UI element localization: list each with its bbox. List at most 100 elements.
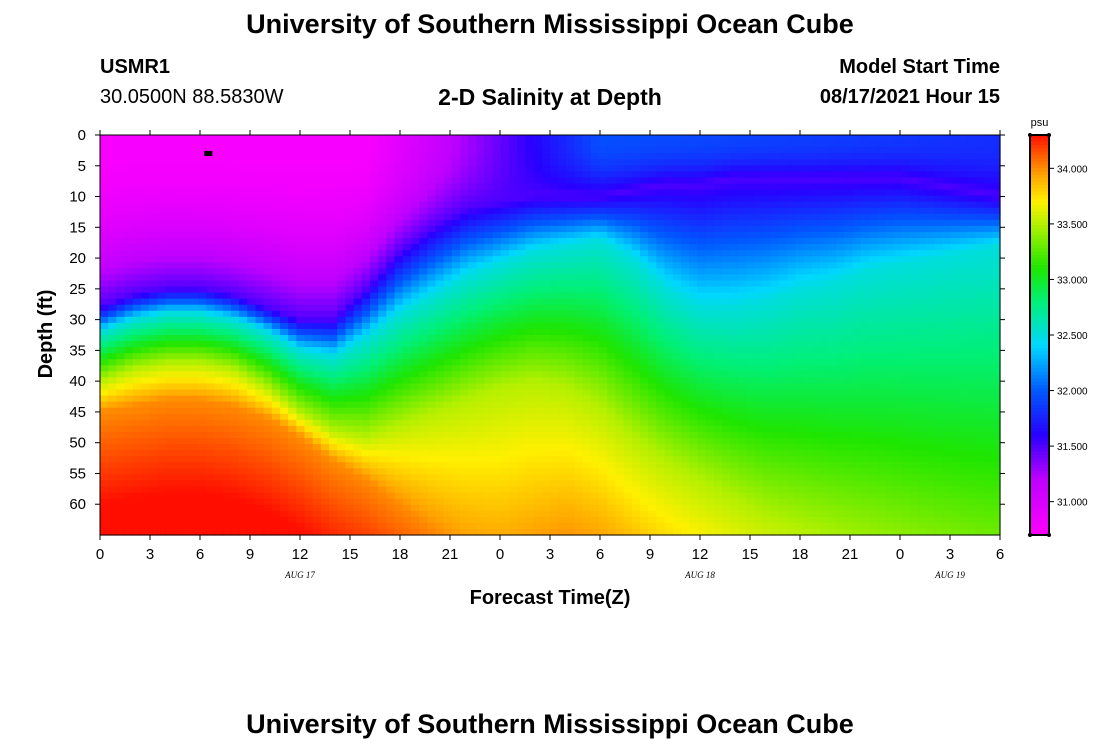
heatmap-cell xyxy=(108,262,117,269)
heatmap-cell xyxy=(230,238,240,245)
heatmap-cell xyxy=(304,504,314,512)
heatmap-cell xyxy=(533,328,543,336)
heatmap-cell xyxy=(525,498,535,506)
heatmap-cell xyxy=(419,147,428,154)
heatmap-cell xyxy=(255,401,265,409)
heatmap-cell xyxy=(574,141,584,148)
heatmap-cell xyxy=(361,383,371,391)
heatmap-cell xyxy=(533,401,543,409)
heatmap-cell xyxy=(239,171,248,179)
heatmap-cell xyxy=(656,238,666,245)
heatmap-cell xyxy=(255,165,265,172)
heatmap-cell xyxy=(492,510,502,518)
heatmap-cell xyxy=(492,365,502,372)
heatmap-cell xyxy=(140,371,150,379)
heatmap-cell xyxy=(648,322,657,330)
heatmap-cell xyxy=(296,504,306,512)
heatmap-cell xyxy=(149,474,158,482)
heatmap-cell xyxy=(132,413,142,421)
heatmap-cell xyxy=(476,310,486,318)
heatmap-cell xyxy=(656,147,666,154)
heatmap-cell xyxy=(484,341,494,348)
heatmap-cell xyxy=(631,516,641,524)
heatmap-cell xyxy=(656,141,666,148)
heatmap-cell xyxy=(689,335,698,342)
heatmap-cell xyxy=(181,231,191,239)
heatmap-cell xyxy=(631,310,641,318)
heatmap-cell xyxy=(190,238,199,245)
heatmap-cell xyxy=(394,256,404,263)
heatmap-cell xyxy=(419,504,428,512)
heatmap-cell xyxy=(607,474,617,482)
heatmap-cell xyxy=(329,504,338,512)
heatmap-cell xyxy=(370,480,379,488)
heatmap-cell xyxy=(689,153,698,160)
heatmap-cell xyxy=(124,292,134,300)
heatmap-cell xyxy=(370,316,379,324)
heatmap-cell xyxy=(149,450,158,457)
heatmap-cell xyxy=(329,474,338,482)
heatmap-cell xyxy=(697,498,707,506)
heatmap-cell xyxy=(460,213,469,221)
heatmap-cell xyxy=(492,353,502,360)
heatmap-cell xyxy=(230,225,240,233)
heatmap-cell xyxy=(320,431,330,439)
heatmap-cell xyxy=(664,304,674,312)
heatmap-cell xyxy=(239,492,248,500)
heatmap-cell xyxy=(517,201,527,209)
heatmap-cell xyxy=(672,304,682,312)
heatmap-cell xyxy=(263,341,273,348)
heatmap-cell xyxy=(558,395,567,403)
heatmap-cell xyxy=(304,147,314,154)
heatmap-cell xyxy=(484,498,494,506)
heatmap-cell xyxy=(108,528,117,536)
heatmap-cell xyxy=(173,141,183,148)
heatmap-cell xyxy=(288,213,297,221)
heatmap-cell xyxy=(623,304,633,312)
heatmap-cell xyxy=(525,250,535,257)
heatmap-cell xyxy=(550,328,559,336)
heatmap-cell xyxy=(345,280,355,288)
heatmap-cell xyxy=(378,244,387,251)
heatmap-cell xyxy=(329,431,338,439)
heatmap-cell xyxy=(263,201,273,209)
heatmap-cell xyxy=(574,274,584,282)
heatmap-cell xyxy=(607,359,617,366)
heatmap-cell xyxy=(247,292,257,300)
heatmap-cell xyxy=(689,304,698,312)
heatmap-cell xyxy=(590,250,600,257)
heatmap-cell xyxy=(157,141,167,148)
heatmap-cell xyxy=(271,492,281,500)
heatmap-cell xyxy=(509,516,518,524)
heatmap-cell xyxy=(451,165,461,172)
heatmap-cell xyxy=(582,498,592,506)
heatmap-cell xyxy=(525,141,535,148)
heatmap-cell xyxy=(214,238,224,245)
heatmap-cell xyxy=(140,431,150,439)
heatmap-cell xyxy=(100,153,109,160)
heatmap-cell xyxy=(460,183,469,191)
heatmap-cell xyxy=(599,316,608,324)
heatmap-cell xyxy=(574,365,584,372)
heatmap-cell xyxy=(435,274,445,282)
heatmap-cell xyxy=(198,395,207,403)
heatmap-cell xyxy=(140,498,150,506)
heatmap-cell xyxy=(460,413,469,421)
heatmap-cell xyxy=(337,510,347,518)
heatmap-cell xyxy=(263,365,273,372)
heatmap-cell xyxy=(427,244,437,251)
heatmap-cell xyxy=(443,219,453,227)
heatmap-cell xyxy=(451,419,461,427)
heatmap-cell xyxy=(427,165,437,172)
heatmap-cell xyxy=(680,286,690,294)
heatmap-cell xyxy=(664,492,674,500)
heatmap-cell xyxy=(140,262,150,269)
heatmap-cell xyxy=(345,310,355,318)
heatmap-cell xyxy=(345,389,355,397)
heatmap-cell xyxy=(304,292,314,300)
heatmap-cell xyxy=(713,262,723,269)
heatmap-cell xyxy=(239,425,248,433)
heatmap-cell xyxy=(623,310,633,318)
heatmap-cell xyxy=(476,377,486,385)
heatmap-cell xyxy=(427,147,437,154)
